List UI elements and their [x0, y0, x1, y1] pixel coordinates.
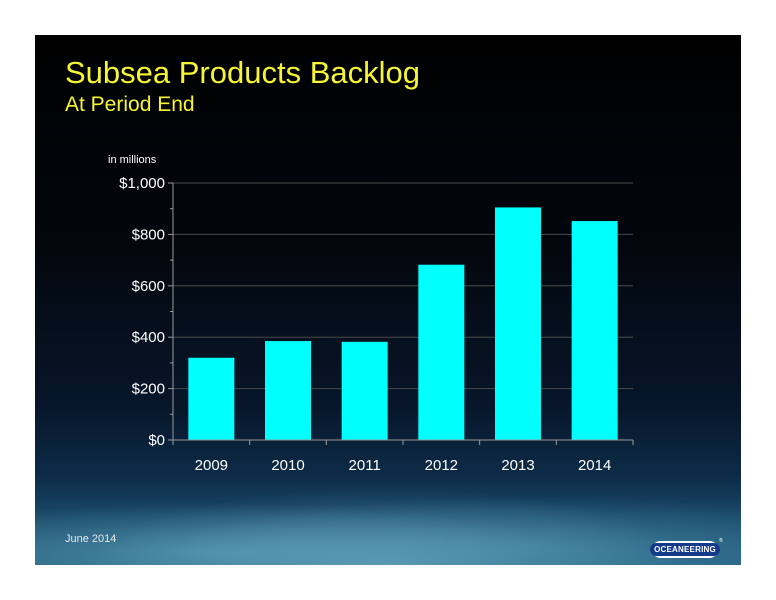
bar-2009: [188, 357, 235, 440]
slide-subtitle: At Period End: [65, 93, 195, 116]
y-tick-label: $200: [132, 381, 165, 398]
y-tick-label: $1,000: [119, 175, 165, 192]
y-tick-label: $400: [132, 329, 165, 346]
y-tick-label: $800: [132, 226, 165, 243]
y-axis-unit-label: in millions: [108, 154, 157, 166]
x-tick-label: 2013: [501, 457, 534, 474]
bars: [188, 207, 618, 440]
x-tick-label: 2011: [349, 457, 381, 474]
oceaneering-logo: OCEANEERING: [650, 541, 720, 558]
grid-lines: [173, 182, 633, 390]
seafloor-background: [35, 475, 741, 565]
registered-mark: ®: [719, 538, 723, 544]
logo-text: OCEANEERING: [650, 543, 720, 556]
y-tick-labels: $0 $200 $400 $600 $800 $1,000: [119, 175, 165, 449]
bar-chart: in millions $0 $200 $400 $600 $800 $1,000 200…: [108, 154, 634, 474]
bar-2011: [341, 341, 388, 440]
x-tick-label: 2012: [425, 457, 458, 474]
x-tick-label: 2010: [271, 457, 304, 474]
y-tick-label: $0: [148, 432, 165, 449]
x-tick-labels: 2009 2010 2011 2012 2013 2014: [195, 457, 612, 474]
y-tick-label: $600: [132, 278, 165, 295]
slide-title: Subsea Products Backlog: [65, 55, 420, 90]
x-tick-label: 2014: [578, 457, 611, 474]
x-tick-label: 2009: [195, 457, 228, 474]
slide: Subsea Products Backlog At Period End in…: [35, 35, 741, 565]
bar-2010: [265, 341, 311, 440]
bar-2014: [571, 221, 618, 440]
bar-2012: [418, 264, 465, 440]
bar-2013: [495, 207, 541, 440]
axes: [168, 182, 634, 445]
footer-date: June 2014: [65, 533, 117, 545]
